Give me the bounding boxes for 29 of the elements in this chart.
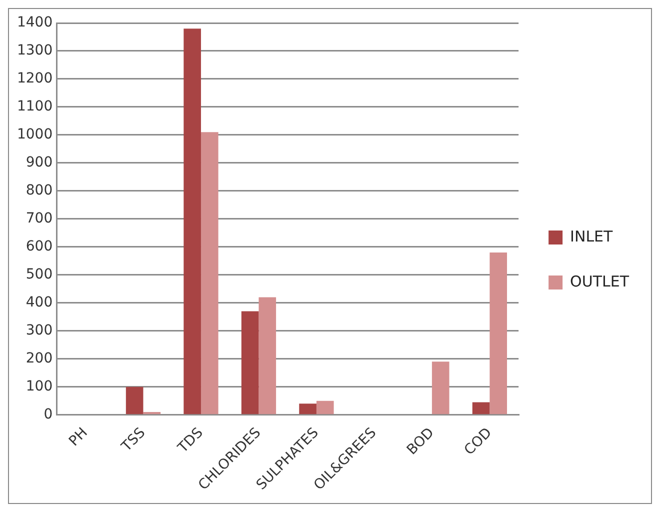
- y-tick-label: 600: [26, 238, 53, 255]
- legend-label: OUTLET: [570, 272, 630, 290]
- bar: [472, 402, 490, 414]
- y-tick-label: 1400: [16, 14, 53, 31]
- x-tick-label: PH: [66, 424, 91, 450]
- bar: [241, 311, 259, 414]
- legend-label: INLET: [570, 227, 614, 246]
- y-tick-label: 300: [26, 322, 53, 339]
- y-tick-label: 900: [26, 154, 53, 171]
- bar: [490, 252, 508, 414]
- y-tick-label: 1300: [16, 42, 53, 59]
- bar: [299, 404, 316, 414]
- bar: [184, 28, 201, 414]
- bar: [200, 132, 218, 414]
- y-tick-label: 100: [26, 378, 53, 394]
- y-tick-label: 1200: [16, 70, 53, 87]
- bar: [316, 400, 334, 414]
- bar: [432, 362, 450, 414]
- bar: [258, 297, 276, 414]
- y-tick-label: 200: [26, 350, 53, 366]
- y-tick-label: 400: [26, 294, 53, 311]
- bar: [126, 386, 144, 414]
- y-tick-label: 0: [44, 406, 53, 422]
- x-tick-label: TSS: [118, 424, 149, 456]
- y-tick-label: 1000: [16, 126, 53, 143]
- y-tick-label: 700: [26, 210, 53, 227]
- y-tick-label: 1100: [16, 98, 53, 115]
- y-tick-label: 500: [26, 266, 53, 283]
- y-tick-label: 800: [26, 182, 53, 199]
